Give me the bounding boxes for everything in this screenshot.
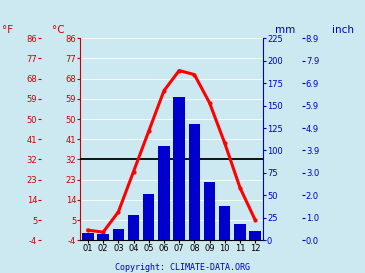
Bar (250, 231, 261, 240)
Bar (204, 182, 215, 240)
Bar (97, 234, 109, 240)
Bar (219, 206, 230, 240)
Bar (128, 215, 139, 240)
Bar (82, 233, 93, 240)
Bar (189, 123, 200, 240)
Text: Copyright: CLIMATE-DATA.ORG: Copyright: CLIMATE-DATA.ORG (115, 263, 250, 272)
Text: °F: °F (2, 25, 13, 35)
Text: mm: mm (274, 25, 295, 35)
Bar (143, 194, 154, 240)
Bar (234, 224, 246, 240)
Bar (113, 230, 124, 240)
Bar (173, 97, 185, 240)
Text: inch: inch (332, 25, 354, 35)
Text: °C: °C (52, 25, 65, 35)
Bar (158, 146, 170, 240)
